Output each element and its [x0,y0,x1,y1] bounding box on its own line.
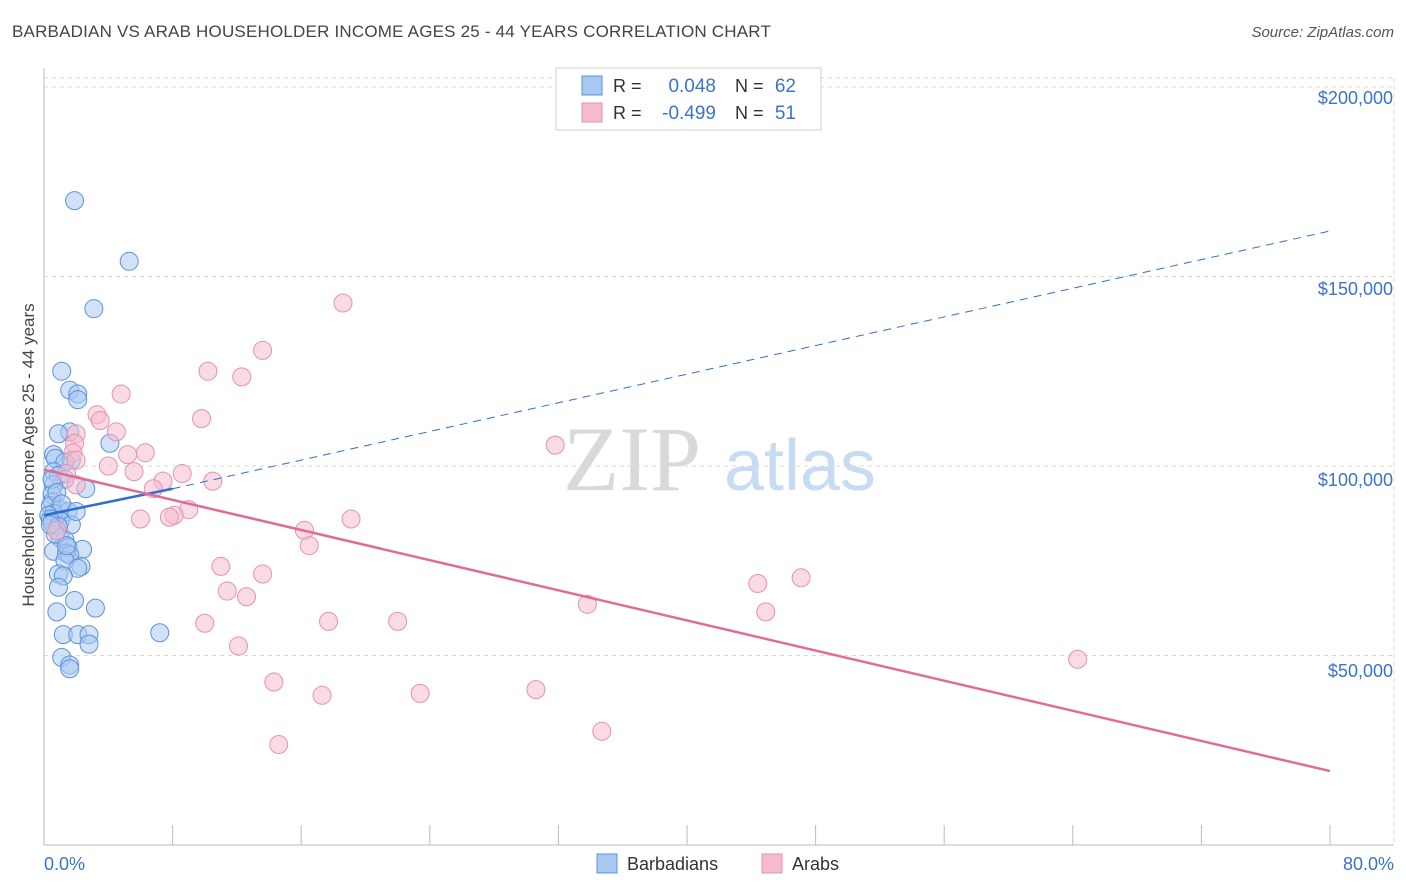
arab-point [592,721,612,741]
y-tick-label-150k: $150,000 [1318,279,1393,299]
x-tick-label-max: 80.0% [1343,854,1394,874]
barbadian-point [66,501,86,521]
arab-point [192,409,212,429]
barbadian-point [84,299,104,319]
source-label: Source: ZipAtlas.com [1251,24,1394,41]
arab-point [106,422,126,442]
watermark: ZIP atlas [563,408,876,510]
series-legend: Barbadians Arabs [596,853,839,874]
arab-trend-line [43,468,1331,773]
barbadian-point [47,602,67,622]
barbadian-point [48,424,68,444]
legend-r-value-blue: 0.048 [668,76,716,97]
y-tick-label-100k: $100,000 [1318,470,1393,490]
arab-point [1068,649,1088,669]
y-axis-label: Householder Income Ages 25 - 44 years [19,303,38,606]
arab-point [98,456,118,476]
barbadian-point [60,659,80,679]
legend-r-value-pink: -0.499 [662,103,716,124]
y-tick-labels: $50,000 $100,000 $150,000 $200,000 [1318,88,1393,681]
arab-point [545,435,565,455]
barbadian-point [65,191,85,211]
series-legend-label-barbadians: Barbadians [627,854,718,874]
barbadian-point [65,591,85,611]
arab-point [253,564,273,584]
legend-n-label-blue: N = [735,76,764,96]
arab-point [269,735,289,755]
arab-point [333,293,353,313]
arab-point [577,594,597,614]
stats-legend: R = 0.048 N = 62 R = -0.499 N = 51 [555,67,822,131]
arab-point [111,384,131,404]
arab-point [237,587,257,607]
arab-point [312,685,332,705]
arab-point [264,672,284,692]
series-legend-label-arabs: Arabs [792,854,839,874]
arab-point [253,340,273,360]
arab-point [47,520,67,540]
barbadian-point [79,634,99,654]
legend-n-value-blue: 62 [775,76,796,97]
y-tick-label-50k: $50,000 [1328,661,1393,681]
series-legend-swatch-arabs [761,853,783,874]
barbadian-trend-line [43,487,173,517]
arab-point [756,602,776,622]
arab-point [217,581,237,601]
y-tick-label-200k: $200,000 [1318,88,1393,108]
data-points [39,191,1088,755]
arab-point [203,471,223,491]
barbadian-point [48,577,68,597]
arab-point [118,445,138,465]
arab-point [66,475,86,495]
legend-swatch-pink [581,102,603,123]
arab-point [410,683,430,703]
barbadian-point [85,598,105,618]
legend-n-label-pink: N = [735,103,764,123]
arab-point [341,509,361,529]
axes [43,68,1394,846]
x-tick-label-min: 0.0% [44,854,85,874]
barbadian-point [68,390,88,410]
arab-point [748,573,768,593]
arab-point [229,636,249,656]
arab-point [299,536,319,556]
arab-point [130,509,150,529]
arab-point [135,443,155,463]
arab-point [90,410,110,430]
arab-point [319,611,339,631]
legend-n-value-pink: 51 [775,103,796,124]
arab-point [232,367,252,387]
legend-swatch-blue [581,75,603,96]
barbadian-point [57,536,77,556]
arab-point [172,464,192,484]
arab-point [791,568,811,588]
barbadian-point [119,251,139,271]
watermark-zip: ZIP [563,408,701,510]
arab-point [388,611,408,631]
arab-point [66,450,86,470]
barbadian-trend-extension [172,230,1331,490]
legend-r-label-blue: R = [613,76,642,96]
arab-point [526,680,546,700]
arab-point [124,462,144,482]
arab-point [159,507,179,527]
grid [44,77,1395,845]
chart-title: BARBADIAN VS ARAB HOUSEHOLDER INCOME AGE… [12,22,772,41]
trend-lines [43,230,1331,773]
arab-point [211,556,231,576]
legend-r-label-pink: R = [613,103,642,123]
barbadian-point [52,361,72,381]
arab-point [195,613,215,633]
barbadian-point [150,623,170,643]
series-legend-swatch-barbadians [596,853,618,874]
arab-point [198,361,218,381]
